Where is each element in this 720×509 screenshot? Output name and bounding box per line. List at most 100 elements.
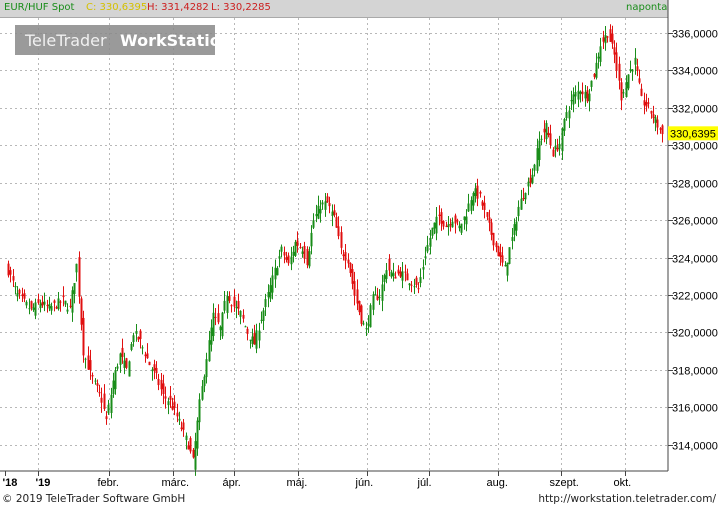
url-link[interactable]: http://workstation.teletrader.com/ — [538, 493, 716, 505]
candle-body — [394, 276, 397, 279]
candle-body — [103, 393, 106, 409]
candle-body — [586, 90, 589, 102]
candle-body — [501, 255, 504, 263]
candle-body — [71, 290, 74, 313]
candle-body — [495, 242, 498, 248]
candle-body — [554, 145, 557, 149]
candle-body — [543, 128, 546, 133]
candle-body — [280, 246, 283, 252]
candle-body — [449, 224, 452, 226]
candle-body — [333, 210, 336, 216]
period-label[interactable]: naponta — [626, 2, 668, 13]
candle-body — [75, 263, 78, 273]
candle-body — [153, 364, 156, 371]
candle-body — [212, 312, 215, 337]
candle-body — [620, 82, 623, 101]
candle-body — [73, 283, 76, 294]
candle-body — [499, 252, 502, 257]
candle-body — [479, 191, 482, 194]
candle-body — [223, 300, 226, 311]
candle-body — [164, 396, 167, 399]
candle-body — [331, 211, 334, 216]
candle-body — [645, 102, 648, 107]
candle-body — [383, 275, 386, 282]
candle-body — [237, 300, 240, 309]
candle-body — [221, 312, 224, 337]
candle-body — [180, 427, 183, 429]
candle-body — [162, 383, 165, 394]
candle-body — [112, 380, 115, 395]
candle-body — [255, 330, 258, 349]
candle-body — [531, 174, 534, 184]
candle-body — [326, 196, 329, 203]
candle-body — [139, 330, 142, 339]
candle-body — [517, 206, 520, 217]
candle-body — [547, 132, 550, 135]
candle-body — [556, 147, 559, 151]
close-value: C: 330,6395 — [86, 2, 148, 13]
candle-body — [435, 216, 438, 234]
candle-body — [9, 270, 12, 275]
candle-body — [442, 221, 445, 227]
candle-body — [374, 294, 377, 296]
candle-body — [144, 354, 147, 357]
candle-body — [32, 307, 35, 310]
price-chart[interactable]: TeleTrader WorkStation 314,0000316,00003… — [0, 0, 720, 491]
watermark: TeleTrader WorkStation — [15, 25, 232, 55]
candle-body — [511, 237, 514, 241]
watermark-text-2: WorkStation — [120, 31, 232, 50]
candle-body — [23, 293, 26, 299]
candle-body — [351, 269, 354, 284]
candle-body — [572, 94, 575, 105]
candle-body — [53, 300, 56, 303]
candle-body — [344, 252, 347, 261]
candle-body — [376, 295, 379, 300]
candle-body — [125, 358, 128, 368]
candle-body — [588, 93, 591, 102]
candle-body — [173, 401, 176, 408]
candle-body — [599, 46, 602, 62]
candle-body — [506, 262, 509, 276]
candle-body — [365, 328, 368, 330]
candle-body — [579, 91, 582, 94]
candle-body — [14, 285, 17, 288]
candle-body — [119, 353, 122, 365]
candle-body — [233, 296, 236, 307]
candle-body — [55, 307, 58, 309]
candle-body — [196, 420, 199, 449]
x-tick-label: okt. — [614, 477, 632, 489]
candle-body — [226, 295, 229, 313]
candle-body — [230, 305, 233, 307]
candle-body — [98, 392, 101, 394]
candle-body — [25, 301, 28, 306]
candle-body — [465, 216, 468, 225]
footer: © 2019 TeleTrader Software GmbH http://w… — [0, 490, 720, 509]
candle-body — [276, 268, 279, 276]
candle-body — [18, 289, 21, 294]
symbol-label: EUR/HUF Spot — [4, 2, 75, 13]
candle-body — [321, 202, 324, 205]
candle-body — [413, 286, 416, 288]
candle-body — [157, 378, 160, 386]
candle-body — [217, 313, 220, 323]
candle-body — [59, 301, 62, 303]
candle-body — [488, 217, 491, 223]
candle-body — [595, 62, 598, 78]
x-tick-label: '18 — [3, 477, 18, 489]
candle-body — [228, 296, 231, 301]
candle-body — [64, 300, 67, 305]
candle-body — [625, 82, 628, 97]
candle-body — [476, 185, 479, 199]
candle-body — [171, 406, 174, 410]
candle-body — [378, 297, 381, 299]
candle-body — [91, 375, 94, 377]
candle-body — [28, 308, 31, 310]
candle-body — [303, 245, 306, 259]
candle-body — [490, 222, 493, 235]
candle-body — [306, 249, 309, 266]
candle-body — [141, 347, 144, 349]
candle-body — [271, 275, 274, 293]
candle-body — [185, 435, 188, 441]
candle-body — [130, 343, 133, 350]
candle-body — [549, 133, 552, 146]
